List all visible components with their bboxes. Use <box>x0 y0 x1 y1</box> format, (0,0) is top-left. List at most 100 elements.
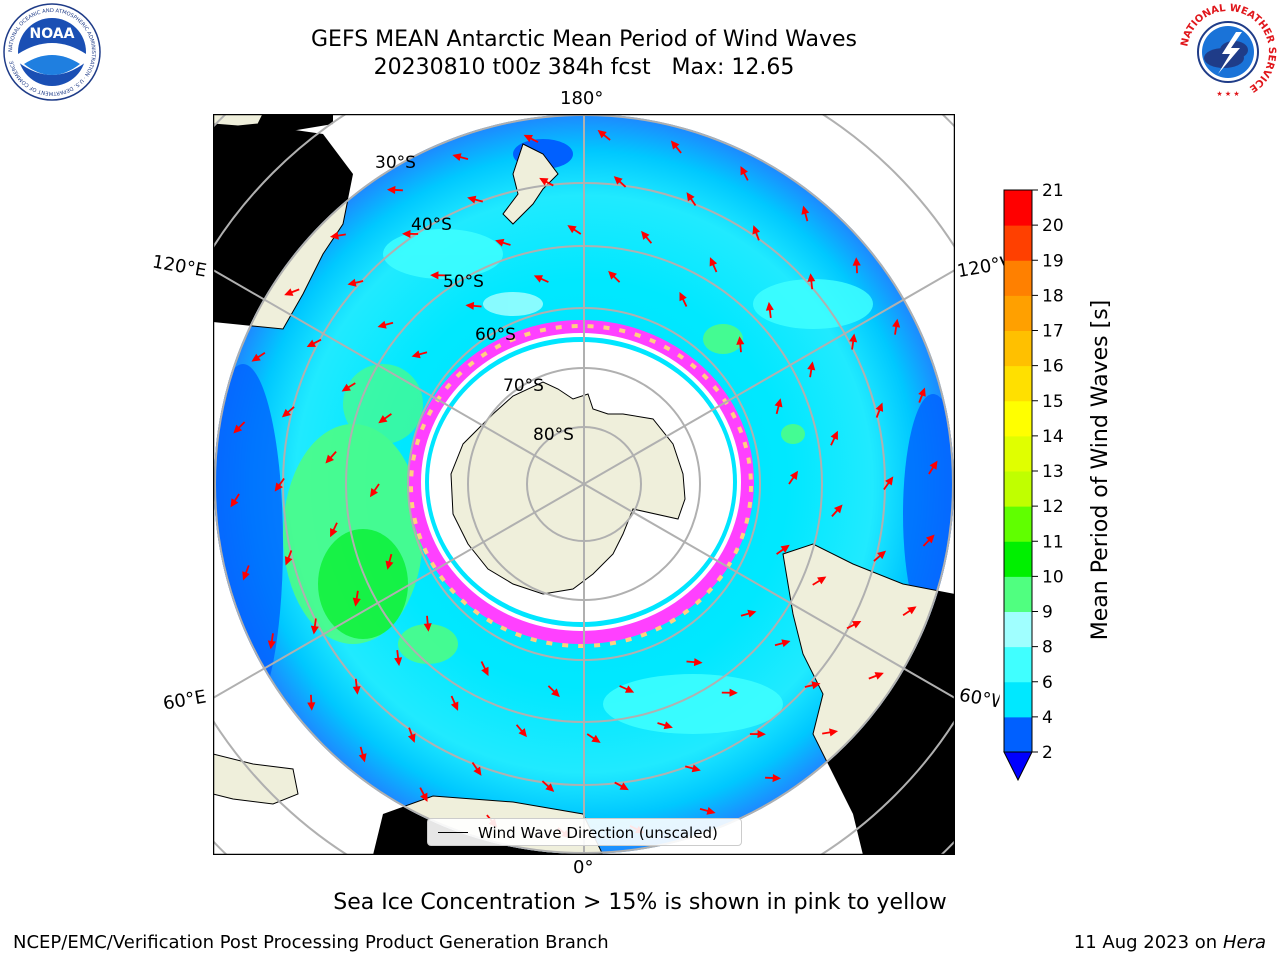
sea-ice-note: Sea Ice Concentration > 15% is shown in … <box>333 890 947 915</box>
colorbar-tick-label: 11 <box>1042 532 1064 552</box>
wind-arrow-head <box>849 333 858 343</box>
wind-arrow-head <box>369 488 378 498</box>
wind-arrow-head <box>533 275 543 283</box>
wind-arrow-head <box>358 753 367 763</box>
wind-arrow-head <box>608 270 617 280</box>
colorbar-tick-label: 15 <box>1042 392 1064 412</box>
wind-arrow-head <box>693 658 703 667</box>
wind-arrow-head <box>834 504 843 514</box>
lat-label-40: 40°S <box>411 215 452 235</box>
wind-arrow-head <box>307 702 316 711</box>
wind-arrow-head <box>765 301 774 311</box>
nws-logo: NATIONAL WEATHER SERVICE ★ ★ ★ <box>1179 3 1277 100</box>
wind-arrow-head <box>402 229 411 238</box>
wind-arrow-head <box>452 153 462 162</box>
wind-arrow-head <box>892 318 901 328</box>
colorbar-tick-label: 18 <box>1042 286 1064 306</box>
colorbar-tick-label: 17 <box>1042 322 1064 342</box>
wind-arrow-head <box>274 482 283 492</box>
colorbar-band <box>1004 330 1032 367</box>
wind-arrow-head <box>852 257 861 266</box>
wind-arrow-head <box>329 231 339 240</box>
svg-text:★ ★ ★: ★ ★ ★ <box>1216 90 1239 98</box>
wind-arrow-head <box>807 361 816 371</box>
wind-arrow-head <box>378 415 388 424</box>
antarctica <box>450 381 686 595</box>
wind-arrow-head <box>663 721 673 730</box>
wind-arrows <box>230 129 938 839</box>
wind-arrow-head <box>281 408 291 418</box>
wind-arrow-head <box>330 527 338 538</box>
wind-arrow-head <box>613 176 623 185</box>
colorbar-ticks: 2 4 6 8 9 10 11 12 13 14 15 16 17 18 19 20 21 <box>1032 181 1064 763</box>
wind-arrow-head <box>411 350 421 359</box>
wind-arrow-head <box>325 454 334 464</box>
wind-arrow-head <box>597 129 607 139</box>
colorbar-band <box>1004 506 1032 542</box>
lat-label-80: 80°S <box>533 425 574 445</box>
colorbar-band <box>1004 225 1032 261</box>
wind-arrow-head <box>907 606 917 615</box>
colorbar-label: Mean Period of Wind Waves [s] <box>1088 300 1113 640</box>
polar-map: 30°S 40°S 50°S 60°S 70°S 80°S <box>213 114 955 855</box>
wind-arrow-head <box>430 271 439 280</box>
wind-arrow-head <box>420 792 428 802</box>
colorbar-tick-label: 10 <box>1042 567 1064 587</box>
noaa-logo: NATIONAL OCEANIC AND ATMOSPHERIC ADMINIS… <box>3 3 101 101</box>
wind-arrow-head <box>518 728 527 738</box>
wind-arrow-head <box>801 205 810 215</box>
colorbar-tick-label: 14 <box>1042 427 1064 447</box>
wind-arrow-head <box>830 430 838 441</box>
chart-subtitle: 20230810 t00z 384h fcst Max: 12.65 <box>373 55 795 80</box>
wind-arrow-head <box>467 195 477 204</box>
colorbar-band <box>1004 190 1032 226</box>
wind-arrow-head <box>925 534 935 544</box>
wind-arrow-head <box>377 320 387 329</box>
wind-arrow-head <box>885 476 894 486</box>
colorbar-tick-label: 6 <box>1042 673 1053 693</box>
wind-arrow-head <box>709 257 718 267</box>
wind-arrow-head <box>875 402 884 412</box>
wind-arrow-head <box>781 639 791 648</box>
wind-arrow-head <box>407 733 416 743</box>
wind-arrow-head <box>686 192 695 202</box>
wind-arrow-head <box>450 701 459 711</box>
colorbar-band <box>1004 716 1032 753</box>
wind-arrow-head <box>852 620 862 629</box>
wind-arrow-head <box>807 273 816 282</box>
lon-label-upper-left: 120°E <box>150 251 209 282</box>
wind-arrow-head <box>251 353 261 362</box>
wind-arrow-head <box>284 556 293 566</box>
wind-arrow-head <box>539 177 549 186</box>
wind-arrow-head <box>780 544 790 553</box>
lat-label-30: 30°S <box>375 153 416 173</box>
legend-label: Wind Wave Direction (unscaled) <box>478 824 718 842</box>
wind-arrow-head <box>310 625 319 635</box>
wind-arrow-head <box>929 460 938 470</box>
wind-arrow-head <box>747 609 757 618</box>
wind-arrow-head <box>811 681 821 690</box>
wind-arrow-head <box>829 728 839 737</box>
wind-arrow-head <box>790 470 799 480</box>
lat-label-50: 50°S <box>443 272 484 292</box>
colorbar-band <box>1004 681 1032 718</box>
wind-arrow-head <box>394 657 403 667</box>
colorbar-tick-label: 9 <box>1042 603 1053 623</box>
wind-arrow-head <box>284 288 294 296</box>
wind-arrow-head <box>306 339 316 348</box>
wind-arrow-head <box>706 806 716 815</box>
wind-arrow-head <box>495 238 505 247</box>
wind-arrow-head <box>691 764 701 773</box>
chart-title: GEFS MEAN Antarctic Mean Period of Wind … <box>311 27 857 52</box>
wind-arrow-head <box>625 685 635 693</box>
wind-arrow-head <box>774 398 783 408</box>
wind-arrow-head <box>242 571 250 581</box>
legend-line-sample <box>438 832 468 833</box>
noaa-center-text: NOAA <box>30 26 75 42</box>
wind-arrow-head <box>772 774 782 783</box>
wind-arrow-head <box>352 597 361 607</box>
wind-arrow-head <box>619 782 629 791</box>
colorbar-band <box>1004 541 1032 577</box>
date-text: 11 Aug 2023 on <box>1073 932 1218 953</box>
colorbar-band <box>1004 260 1032 296</box>
